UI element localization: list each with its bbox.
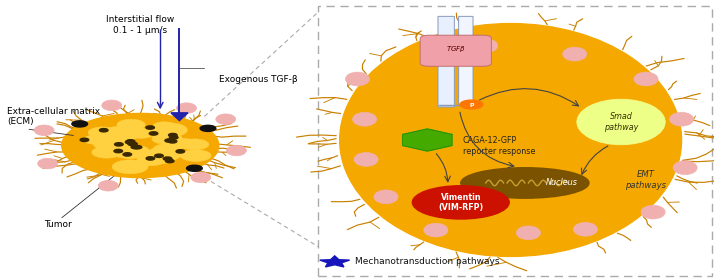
Circle shape: [154, 154, 163, 157]
Circle shape: [169, 134, 177, 137]
Ellipse shape: [413, 186, 509, 219]
Text: TGF$\beta$: TGF$\beta$: [445, 43, 465, 53]
Circle shape: [146, 126, 154, 129]
Circle shape: [128, 142, 137, 146]
Circle shape: [165, 159, 174, 163]
Circle shape: [112, 160, 148, 174]
Circle shape: [128, 128, 154, 138]
Ellipse shape: [374, 190, 398, 204]
Text: Interstitial flow
0.1 - 1 μm/s: Interstitial flow 0.1 - 1 μm/s: [106, 15, 174, 35]
Text: p: p: [469, 102, 473, 107]
Ellipse shape: [473, 39, 498, 53]
Circle shape: [169, 136, 178, 139]
Circle shape: [125, 141, 134, 144]
Text: Extra-cellular matrix
(ECM): Extra-cellular matrix (ECM): [7, 107, 100, 126]
Circle shape: [102, 143, 126, 152]
Ellipse shape: [61, 113, 219, 178]
Circle shape: [117, 119, 145, 130]
Ellipse shape: [633, 72, 658, 86]
Circle shape: [181, 150, 211, 162]
Ellipse shape: [177, 103, 197, 113]
Ellipse shape: [34, 125, 54, 136]
Circle shape: [152, 133, 182, 144]
Ellipse shape: [345, 72, 370, 86]
Circle shape: [129, 142, 137, 146]
Circle shape: [80, 138, 89, 141]
Ellipse shape: [577, 99, 665, 145]
Ellipse shape: [352, 112, 377, 126]
Text: Tumor: Tumor: [44, 220, 72, 229]
Ellipse shape: [460, 168, 589, 198]
Circle shape: [149, 132, 158, 135]
Circle shape: [187, 165, 202, 171]
Ellipse shape: [641, 205, 665, 219]
Circle shape: [99, 129, 108, 132]
Circle shape: [150, 123, 187, 137]
Circle shape: [180, 139, 209, 150]
Ellipse shape: [563, 47, 587, 61]
Ellipse shape: [102, 100, 122, 111]
Circle shape: [88, 127, 117, 138]
Text: CAGA-12-GFP
reporter response: CAGA-12-GFP reporter response: [463, 136, 536, 156]
Circle shape: [148, 147, 183, 160]
Ellipse shape: [424, 223, 448, 237]
Ellipse shape: [673, 161, 697, 175]
Polygon shape: [171, 113, 188, 121]
Polygon shape: [403, 129, 452, 151]
Ellipse shape: [38, 158, 58, 169]
Circle shape: [137, 155, 165, 166]
Circle shape: [94, 140, 119, 150]
Circle shape: [97, 133, 134, 147]
Ellipse shape: [516, 226, 541, 240]
Circle shape: [92, 146, 122, 158]
Circle shape: [171, 138, 196, 148]
Polygon shape: [320, 256, 350, 267]
Circle shape: [83, 135, 107, 144]
Text: Exogenous TGF-β: Exogenous TGF-β: [219, 74, 297, 83]
Circle shape: [200, 125, 216, 131]
Circle shape: [72, 121, 87, 127]
Circle shape: [131, 145, 139, 149]
Circle shape: [168, 140, 177, 143]
Ellipse shape: [669, 112, 694, 126]
Circle shape: [100, 126, 139, 142]
Ellipse shape: [573, 222, 598, 236]
Ellipse shape: [98, 181, 118, 191]
Circle shape: [140, 149, 177, 164]
Circle shape: [460, 100, 483, 109]
Circle shape: [153, 144, 182, 155]
Circle shape: [176, 150, 184, 153]
FancyBboxPatch shape: [438, 16, 454, 107]
Circle shape: [165, 139, 174, 142]
Circle shape: [123, 153, 132, 156]
Circle shape: [127, 140, 135, 143]
Text: Nucleus: Nucleus: [546, 178, 578, 187]
Text: Mechanotransduction pathways: Mechanotransduction pathways: [355, 258, 499, 267]
Circle shape: [114, 143, 123, 146]
Ellipse shape: [191, 172, 211, 183]
Circle shape: [133, 146, 142, 149]
Ellipse shape: [227, 145, 247, 156]
Text: Smad
pathway: Smad pathway: [604, 112, 638, 132]
Circle shape: [114, 150, 122, 153]
FancyBboxPatch shape: [458, 16, 473, 104]
Ellipse shape: [354, 153, 378, 166]
Circle shape: [112, 145, 145, 158]
Circle shape: [163, 157, 172, 160]
Circle shape: [153, 122, 176, 131]
Circle shape: [114, 144, 149, 158]
Circle shape: [146, 157, 154, 160]
Ellipse shape: [216, 114, 236, 125]
Text: Vimentin
(VIM-RFP): Vimentin (VIM-RFP): [438, 193, 483, 212]
Text: EMT
pathways: EMT pathways: [626, 171, 666, 190]
FancyBboxPatch shape: [420, 35, 491, 66]
Ellipse shape: [340, 24, 681, 256]
